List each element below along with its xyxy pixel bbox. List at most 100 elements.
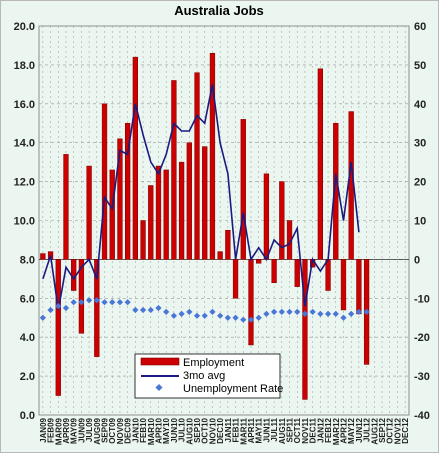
legend-avg-label: 3mo avg (183, 370, 225, 382)
employment-bar (248, 259, 254, 346)
unemployment-rate-marker (178, 310, 185, 317)
category-label: AUG10 (185, 417, 194, 444)
category-label: MAY10 (162, 417, 171, 443)
category-label: JUN09 (77, 417, 86, 442)
left-tick-label: 10.0 (14, 216, 35, 228)
unemployment-rate-marker (324, 310, 332, 317)
right-tick-label: 50 (414, 60, 426, 72)
category-label: JUL09 (85, 417, 94, 442)
unemployment-rate-marker (224, 314, 231, 321)
employment-bar (55, 259, 61, 396)
right-tick-label: -10 (414, 293, 430, 305)
category-label: AUG12 (370, 417, 379, 444)
category-label: NOV12 (393, 417, 402, 444)
right-tick-label: -20 (414, 332, 430, 344)
right-tick-label: 0 (414, 254, 420, 266)
category-label: AUG09 (93, 417, 102, 444)
category-label: NOV09 (116, 417, 125, 444)
employment-bar (86, 165, 92, 260)
right-tick-label: 20 (414, 177, 426, 189)
plot-area (38, 25, 410, 416)
category-label: FEB09 (47, 417, 56, 442)
category-label: JAN10 (131, 417, 140, 442)
employment-bar (194, 72, 200, 260)
employment-bar (155, 165, 162, 260)
employment-bar (325, 259, 331, 291)
category-label: JAN09 (39, 417, 48, 442)
right-tick-label: -40 (414, 410, 430, 422)
unemployment-rate-marker (286, 308, 293, 316)
category-label: NOV10 (208, 417, 217, 444)
legend: Employment 3mo avg Unemployment Rate (134, 353, 283, 399)
category-axis: JAN09FEB09MAR09APR09MAY09JUN09JUL09AUG09… (39, 417, 410, 445)
category-label: MAR12 (332, 417, 341, 445)
left-tick-label: 2.0 (20, 371, 35, 383)
category-label: DEC12 (401, 417, 410, 443)
unemployment-rate-marker (355, 308, 363, 316)
employment-bar (240, 119, 246, 260)
employment-bar (263, 173, 270, 260)
right-tick-label: 60 (414, 21, 426, 33)
category-label: JAN11 (224, 417, 233, 442)
right-tick-label: 40 (414, 99, 426, 111)
category-label: JUN10 (170, 417, 179, 442)
category-label: OCT09 (108, 417, 117, 443)
category-label: OCT10 (201, 417, 210, 443)
employment-bar (40, 253, 46, 260)
right-tick-label: -30 (414, 371, 430, 383)
employment-bar (340, 259, 347, 311)
category-label: NOV11 (301, 417, 310, 443)
unemployment-rate-marker (332, 310, 339, 317)
unemployment-rate-marker (201, 312, 208, 319)
unemployment-rate-marker (132, 306, 139, 314)
employment-bar (294, 259, 300, 287)
employment-bar (140, 220, 146, 260)
employment-bar (256, 259, 262, 264)
category-label: JUL11 (270, 417, 279, 441)
category-label: JUL10 (178, 417, 187, 442)
legend-unemployment-swatch (155, 383, 163, 392)
unemployment-rate-marker (340, 314, 347, 321)
left-tick-label: 18.0 (14, 60, 35, 72)
employment-bar (317, 68, 323, 260)
employment-bar (279, 181, 285, 260)
category-label: OCT11 (293, 417, 302, 443)
category-label: MAY09 (70, 417, 79, 443)
left-tick-label: 16.0 (14, 99, 35, 111)
category-label: AUG11 (278, 417, 287, 444)
employment-bar (109, 169, 115, 260)
chart-title: Australia Jobs (174, 3, 264, 18)
category-label: APR12 (339, 417, 348, 443)
employment-bar (348, 111, 354, 260)
unemployment-rate-marker (317, 310, 324, 317)
category-label: SEP12 (378, 417, 387, 442)
category-label: MAR09 (54, 417, 63, 445)
employment-bar (117, 138, 123, 260)
employment-bar (101, 103, 108, 260)
unemployment-rate-marker (301, 310, 309, 317)
employment-bar (132, 56, 138, 260)
employment-bar (202, 146, 208, 260)
category-label: MAY12 (347, 417, 356, 443)
category-label: MAR10 (147, 417, 156, 445)
employment-bar (217, 251, 223, 260)
category-label: MAY11 (255, 417, 264, 443)
category-label: SEP11 (286, 417, 295, 442)
category-label: OCT12 (386, 417, 395, 443)
employment-bar (271, 259, 277, 283)
employment-bar (63, 154, 69, 260)
category-label: APR09 (62, 417, 71, 443)
left-tick-label: 4.0 (20, 332, 35, 344)
employment-bar (94, 259, 100, 357)
employment-bar (186, 142, 192, 260)
category-label: MAR11 (239, 417, 248, 444)
right-tick-label: 30 (414, 138, 426, 150)
unemployment-rate-marker (348, 310, 355, 317)
left-tick-label: 6.0 (20, 293, 35, 305)
employment-bar (232, 259, 239, 299)
unemployment-rate-marker (278, 308, 285, 316)
employment-bar (209, 52, 216, 260)
employment-bar (148, 185, 154, 260)
unemployment-rate-marker (294, 308, 301, 316)
